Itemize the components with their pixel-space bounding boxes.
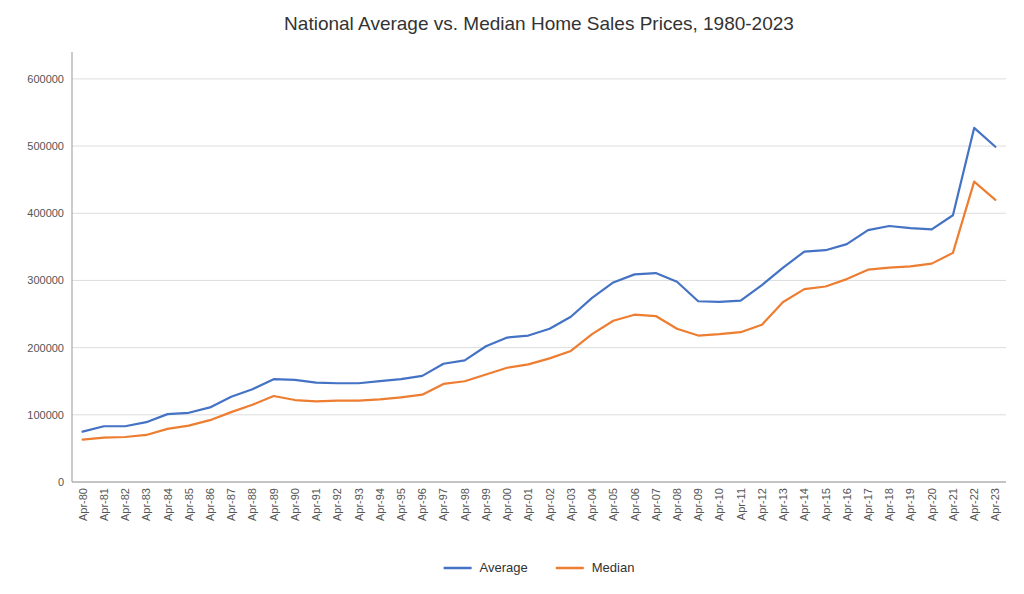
- x-tick-label: Apr-17: [862, 488, 874, 521]
- series-line: [83, 128, 996, 432]
- y-tick-label: 400000: [27, 207, 64, 219]
- y-axis-line: [72, 52, 73, 482]
- series-line: [83, 182, 996, 440]
- legend-swatch: [444, 567, 472, 570]
- x-tick-label: Apr-83: [140, 488, 152, 521]
- x-tick-label: Apr-05: [607, 488, 619, 521]
- grid-line: [72, 414, 1006, 415]
- x-tick-label: Apr-87: [225, 488, 237, 521]
- x-tick-label: Apr-11: [735, 488, 747, 520]
- y-tick-label: 300000: [27, 274, 64, 286]
- x-tick-label: Apr-82: [119, 488, 131, 521]
- x-tick-label: Apr-12: [756, 488, 768, 521]
- x-tick-label: Apr-07: [650, 488, 662, 521]
- grid-line: [72, 347, 1006, 348]
- x-tick-label: Apr-90: [289, 488, 301, 521]
- y-tick-label: 0: [58, 476, 64, 488]
- legend-item: Median: [556, 560, 635, 575]
- x-tick-label: Apr-13: [777, 488, 789, 521]
- x-tick-label: Apr-97: [437, 488, 449, 521]
- legend-label: Median: [592, 560, 635, 575]
- x-tick-label: Apr-04: [586, 488, 598, 521]
- series-lines: [83, 128, 996, 440]
- grid-line: [72, 78, 1006, 79]
- y-grid: [72, 79, 1006, 482]
- x-tick-label: Apr-08: [671, 488, 683, 521]
- legend-label: Average: [480, 560, 528, 575]
- y-tick-label: 100000: [27, 409, 64, 421]
- x-tick-label: Apr-16: [841, 488, 853, 521]
- x-tick-label: Apr-88: [246, 488, 258, 521]
- x-tick-label: Apr-84: [162, 488, 174, 521]
- x-axis-line: [72, 482, 1006, 483]
- x-tick-label: Apr-09: [692, 488, 704, 521]
- legend-item: Average: [444, 560, 528, 575]
- x-tick-label: Apr-22: [968, 488, 980, 521]
- x-tick-label: Apr-85: [183, 488, 195, 521]
- legend: Average Median: [444, 560, 635, 575]
- legend-swatch: [556, 567, 584, 570]
- x-tick-label: Apr-00: [501, 488, 513, 521]
- x-tick-label: Apr-95: [395, 488, 407, 521]
- x-tick-label: Apr-21: [947, 488, 959, 521]
- x-tick-label: Apr-03: [565, 488, 577, 521]
- x-tick-label: Apr-99: [480, 488, 492, 521]
- x-tick-label: Apr-18: [883, 488, 895, 521]
- grid-line: [72, 213, 1006, 214]
- chart: National Average vs. Median Home Sales P…: [0, 0, 1024, 594]
- x-tick-label: Apr-93: [353, 488, 365, 521]
- y-tick-label: 500000: [27, 140, 64, 152]
- grid-line: [72, 280, 1006, 281]
- title: National Average vs. Median Home Sales P…: [284, 13, 794, 34]
- x-tick-label: Apr-98: [459, 488, 471, 521]
- x-tick-label: Apr-23: [989, 488, 1001, 521]
- x-tick-label: Apr-02: [544, 488, 556, 521]
- x-tick-label: Apr-96: [416, 488, 428, 521]
- x-tick-label: Apr-20: [926, 488, 938, 521]
- y-tick-label: 600000: [27, 73, 64, 85]
- x-tick-label: Apr-15: [820, 488, 832, 521]
- x-tick-label: Apr-80: [77, 488, 89, 521]
- y-tick-label: 200000: [27, 342, 64, 354]
- x-tick-label: Apr-89: [268, 488, 280, 521]
- x-tick-label: Apr-14: [798, 488, 810, 521]
- x-tick-label: Apr-81: [98, 488, 110, 521]
- x-tick-label: Apr-06: [629, 488, 641, 521]
- x-tick-label: Apr-01: [522, 488, 534, 521]
- x-tick-label: Apr-91: [310, 488, 322, 521]
- x-tick-label: Apr-94: [374, 488, 386, 521]
- x-tick-label: Apr-86: [204, 488, 216, 521]
- grid-line: [72, 146, 1006, 147]
- background: [0, 0, 1024, 594]
- x-tick-label: Apr-10: [713, 488, 725, 521]
- grid-line: [72, 482, 1006, 483]
- x-tick-label: Apr-19: [904, 488, 916, 521]
- x-tick-label: Apr-92: [331, 488, 343, 521]
